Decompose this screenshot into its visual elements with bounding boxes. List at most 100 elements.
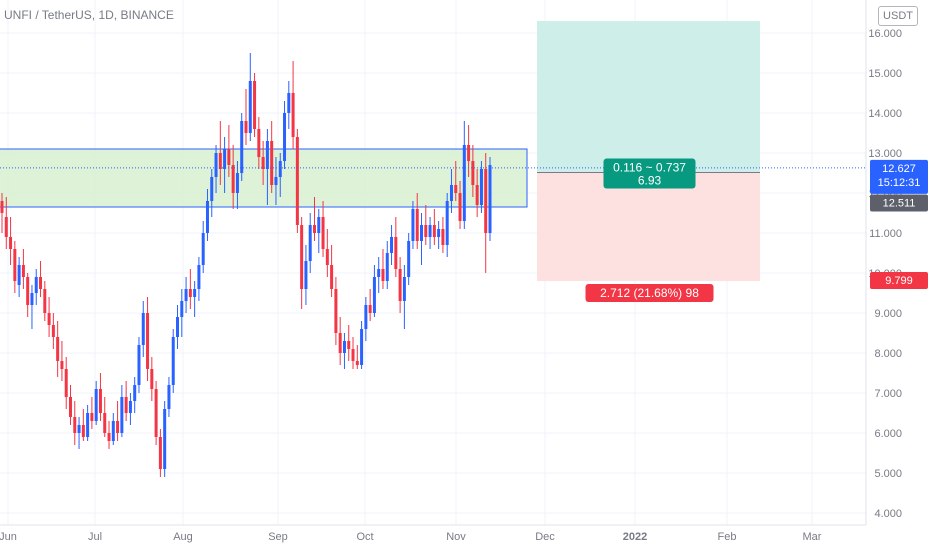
candle: [56, 321, 60, 377]
current-price-badge[interactable]: [870, 159, 928, 194]
candle: [274, 157, 278, 205]
candle-body: [98, 389, 102, 413]
candle-body: [171, 337, 175, 385]
time-tick-label: Nov: [446, 531, 466, 543]
candle: [90, 397, 94, 429]
candle-body: [330, 265, 334, 289]
candle: [411, 201, 415, 249]
candle: [133, 377, 137, 413]
candle: [394, 217, 398, 277]
candle: [398, 257, 402, 313]
candle-body: [73, 417, 77, 433]
candle: [235, 161, 239, 209]
candle: [43, 281, 47, 321]
candle: [390, 225, 394, 265]
candle: [377, 257, 381, 293]
candle-body: [488, 165, 492, 233]
entry-price-badge[interactable]: [870, 194, 928, 212]
candle-body: [441, 229, 445, 245]
candle-body: [300, 225, 304, 289]
candle-body: [428, 225, 432, 237]
candle-body: [30, 293, 34, 305]
profit-zone[interactable]: [537, 21, 760, 173]
candle: [415, 193, 419, 249]
candle-body: [176, 317, 180, 337]
candle: [21, 249, 25, 289]
price-tick-label: 9.000: [874, 308, 902, 320]
time-tick-label: Jun: [0, 531, 17, 543]
candle-body: [420, 225, 424, 241]
candle-body: [180, 301, 184, 317]
countdown-value: 15:12:31: [878, 177, 921, 189]
candle: [432, 209, 436, 245]
long-position-tool[interactable]: [537, 21, 760, 282]
candle-body: [107, 433, 111, 441]
candle-body: [197, 265, 201, 289]
current-price-value: 12.627: [882, 163, 916, 175]
candle: [308, 213, 312, 273]
candle-body: [355, 361, 359, 365]
candle-body: [158, 437, 162, 469]
candle: [60, 341, 64, 381]
candle-body: [411, 209, 415, 241]
candle-body: [39, 277, 43, 289]
symbol-title[interactable]: UNFI / TetherUS, 1D, BINANCE: [4, 8, 174, 22]
candle-body: [94, 389, 98, 421]
stop-price-badge[interactable]: [870, 272, 928, 290]
candle: [98, 373, 102, 421]
price-tick-label: 16.000: [868, 28, 902, 40]
candle: [445, 193, 449, 257]
candle-body: [9, 237, 13, 249]
candle-body: [64, 369, 68, 397]
candle-body: [402, 277, 406, 301]
candle-body: [146, 313, 150, 369]
candle-body: [68, 397, 72, 417]
loss-zone[interactable]: [537, 172, 760, 282]
candle-body: [342, 341, 346, 353]
price-tick-label: 15.000: [868, 68, 902, 80]
candle-body: [56, 337, 60, 361]
currency-badge[interactable]: USDT: [878, 6, 918, 26]
candle-body: [467, 145, 471, 161]
candle-body: [351, 349, 355, 361]
candle: [424, 205, 428, 245]
candle-body: [385, 253, 389, 281]
candle-body: [223, 149, 227, 169]
price-axis[interactable]: 4.0005.0006.0007.0008.0009.00010.00011.0…: [865, 0, 928, 525]
candle: [180, 289, 184, 337]
candle-body: [218, 153, 222, 169]
candles: [0, 53, 492, 477]
candle-body: [214, 153, 218, 177]
candle-body: [360, 329, 364, 365]
candle: [402, 265, 406, 329]
candle: [462, 121, 466, 229]
candle-body: [86, 413, 90, 437]
candle: [64, 357, 68, 409]
candle: [30, 285, 34, 329]
candle: [248, 53, 252, 141]
candle: [240, 113, 244, 181]
candle: [265, 129, 269, 205]
candle-body: [4, 217, 8, 237]
time-axis[interactable]: Jun Jul Aug Sep Oct Nov Dec 2022 Feb Mar: [0, 524, 866, 543]
candle: [261, 141, 265, 185]
price-tick-label: 4.000: [874, 508, 902, 520]
candle-body: [377, 269, 381, 277]
candle-body: [150, 369, 154, 389]
candle-body: [445, 201, 449, 245]
candle: [0, 193, 4, 233]
time-tick-label: Sep: [268, 531, 288, 543]
candle-body: [261, 157, 265, 169]
candle: [372, 265, 376, 317]
candle-body: [458, 193, 462, 221]
candle: [193, 281, 197, 317]
candle-body: [0, 201, 4, 213]
candle: [364, 297, 368, 341]
candle: [355, 345, 359, 369]
candle-body: [471, 161, 475, 185]
candle: [304, 245, 308, 305]
candle-body: [253, 81, 257, 129]
candle-body: [43, 289, 47, 313]
